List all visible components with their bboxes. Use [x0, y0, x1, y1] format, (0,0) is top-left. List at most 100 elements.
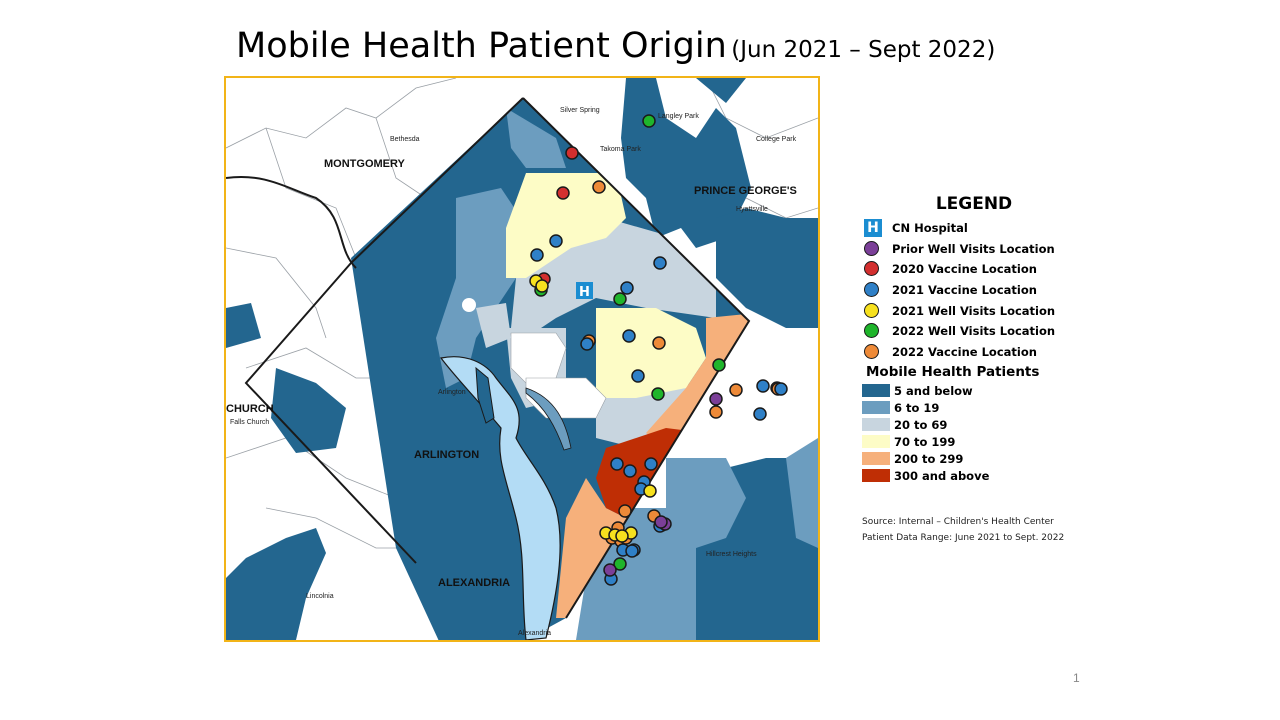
- green-circle-icon: [864, 323, 879, 339]
- title-date-range: (Jun 2021 – Sept 2022): [731, 37, 996, 63]
- marker-2021-vaccine: [530, 248, 544, 262]
- legend-class-label: 70 to 199: [894, 434, 956, 449]
- legend-class-label: 5 and below: [894, 383, 973, 398]
- legend-label: 2022 Well Visits Location: [892, 324, 1056, 339]
- marker-prior-well-visit: [709, 392, 723, 406]
- place-label: Hyattsville: [736, 206, 768, 213]
- legend-label: Prior Well Visits Location: [892, 241, 1055, 256]
- potomac-river: [439, 356, 561, 640]
- marker-2021-vaccine: [753, 407, 767, 421]
- place-label: Lincolnia: [306, 593, 334, 600]
- marker-2021-vaccine: [549, 234, 563, 248]
- legend-class-label: 6 to 19: [894, 400, 940, 415]
- legend-item-2021-well-visits: 2021 Well Visits Location: [860, 300, 1080, 321]
- marker-2021-vaccine: [580, 337, 594, 351]
- place-label: Alexandria: [518, 630, 551, 637]
- title-main: Mobile Health Patient Origin: [236, 26, 727, 66]
- legend-item-2020-vaccine: 2020 Vaccine Location: [860, 259, 1080, 280]
- color-swatch: [862, 418, 890, 432]
- marker-2021-vaccine: [631, 369, 645, 383]
- legend-item-2022-vaccine: 2022 Vaccine Location: [860, 342, 1080, 363]
- dc-boundary: [522, 97, 751, 619]
- red-circle-icon: [864, 261, 879, 277]
- choropleth-outside: [226, 78, 818, 640]
- location-markers: [529, 114, 788, 586]
- marker-2021-vaccine: [610, 457, 624, 471]
- marker-2022-vaccine: [618, 504, 632, 518]
- reservoir: [462, 298, 476, 312]
- place-label: Arlington: [438, 389, 466, 396]
- marker-2021-vaccine: [644, 457, 658, 471]
- place-label: Silver Spring: [560, 107, 600, 114]
- region-label: MONTGOMERY: [324, 158, 406, 170]
- region-label: ARLINGTON: [414, 449, 479, 461]
- marker-2021-vaccine: [756, 379, 770, 393]
- marker-2022-well-visit: [712, 358, 726, 372]
- legend-class-label: 200 to 299: [894, 451, 964, 466]
- legend-item-2022-well-visits: 2022 Well Visits Location: [860, 321, 1080, 342]
- hospital-marker: H: [576, 282, 593, 300]
- slide-title: Mobile Health Patient Origin (Jun 2021 –…: [236, 26, 995, 66]
- legend-label: 2020 Vaccine Location: [892, 262, 1037, 277]
- blue-circle-icon: [864, 282, 879, 298]
- legend-label: 2021 Well Visits Location: [892, 303, 1056, 318]
- place-label: College Park: [756, 136, 797, 143]
- legend-class-label: 300 and above: [894, 468, 990, 483]
- place-label: Takoma Park: [600, 146, 641, 153]
- marker-2021-well-visit: [615, 529, 629, 543]
- marker-2022-well-visit: [613, 292, 627, 306]
- hospital-h-icon: H: [864, 219, 882, 238]
- map-legend: LEGEND H CN Hospital Prior Well Visits L…: [860, 194, 1080, 484]
- map-canvas: Bethesda Silver Spring Takoma Park Langl…: [226, 78, 818, 640]
- marker-2021-vaccine: [622, 329, 636, 343]
- river-island: [475, 366, 495, 424]
- legend-class-5: 200 to 299: [860, 450, 1080, 467]
- legend-class-label: 20 to 69: [894, 417, 948, 432]
- marker-2022-vaccine: [652, 336, 666, 350]
- region-labels: MONTGOMERY PRINCE GEORGE'S CHURCH ARLING…: [226, 158, 797, 589]
- hospital-h-icon: H: [579, 285, 590, 300]
- orange-circle-icon: [864, 343, 879, 359]
- region-label: ALEXANDRIA: [438, 577, 510, 589]
- marker-2022-well-visit: [651, 387, 665, 401]
- legend-label: 2021 Vaccine Location: [892, 283, 1037, 298]
- legend-item-hospital: H CN Hospital: [860, 218, 1080, 239]
- marker-2021-vaccine: [625, 544, 639, 558]
- region-label: CHURCH: [226, 403, 274, 415]
- marker-2021-well-visit: [643, 484, 657, 498]
- legend-label: CN Hospital: [892, 221, 968, 236]
- purple-circle-icon: [864, 240, 879, 256]
- marker-2020-vaccine: [556, 186, 570, 200]
- place-labels: Bethesda Silver Spring Takoma Park Langl…: [230, 107, 797, 637]
- county-line-north: [226, 176, 357, 269]
- marker-2020-vaccine: [565, 146, 579, 160]
- legend-item-prior-well-visits: Prior Well Visits Location: [860, 239, 1080, 260]
- marker-2022-well-visit: [613, 557, 627, 571]
- source-line: Source: Internal – Children's Health Cen…: [862, 517, 1054, 527]
- legend-class-6: 300 and above: [860, 467, 1080, 484]
- marker-2021-well-visit: [535, 279, 549, 293]
- marker-2021-vaccine: [623, 464, 637, 478]
- legend-title: LEGEND: [935, 194, 1013, 214]
- marker-2021-vaccine: [620, 281, 634, 295]
- marker-2021-vaccine: [653, 256, 667, 270]
- marker-prior-well-visit: [654, 515, 668, 529]
- color-swatch: [862, 469, 890, 483]
- county-line-west: [244, 262, 417, 564]
- map-frame: Bethesda Silver Spring Takoma Park Langl…: [224, 76, 820, 642]
- source-note: Source: Internal – Children's Health Cen…: [862, 514, 1064, 546]
- dc-boundary-nw: [350, 97, 524, 264]
- color-swatch: [862, 435, 890, 449]
- marker-2021-vaccine: [774, 382, 788, 396]
- color-swatch: [862, 452, 890, 466]
- yellow-circle-icon: [864, 302, 879, 318]
- legend-item-2021-vaccine: 2021 Vaccine Location: [860, 280, 1080, 301]
- legend-class-1: 5 and below: [860, 382, 1080, 399]
- marker-2022-vaccine: [592, 180, 606, 194]
- place-label: Hillcrest Heights: [706, 551, 757, 558]
- legend-class-2: 6 to 19: [860, 399, 1080, 416]
- place-label: Falls Church: [230, 419, 269, 426]
- data-range-line: Patient Data Range: June 2021 to Sept. 2…: [862, 533, 1065, 543]
- color-swatch: [862, 401, 890, 415]
- region-label: PRINCE GEORGE'S: [694, 185, 797, 197]
